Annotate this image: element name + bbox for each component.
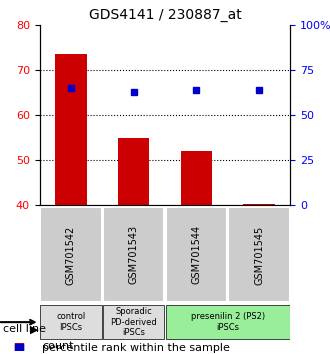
Text: GSM701545: GSM701545 [254, 225, 264, 285]
Bar [244, 204, 275, 205]
Text: Sporadic
PD-derived
iPSCs: Sporadic PD-derived iPSCs [110, 307, 157, 337]
Text: presenilin 2 (PS2)
iPSCs: presenilin 2 (PS2) iPSCs [191, 313, 265, 332]
Text: cell line: cell line [0, 317, 35, 327]
Bar [228, 207, 290, 302]
Text: GSM701544: GSM701544 [191, 225, 201, 285]
Text: percentile rank within the sample: percentile rank within the sample [42, 343, 230, 353]
Text: GSM701542: GSM701542 [66, 225, 76, 285]
Text: cell line: cell line [3, 324, 46, 334]
Bar [166, 305, 290, 339]
Bar [166, 207, 227, 302]
Bar [40, 305, 102, 339]
Text: count: count [42, 341, 74, 350]
Bar [118, 138, 149, 205]
Bar [40, 207, 102, 302]
Text: GSM701543: GSM701543 [129, 225, 139, 285]
Title: GDS4141 / 230887_at: GDS4141 / 230887_at [89, 8, 241, 22]
Bar [103, 305, 164, 339]
Bar [103, 207, 164, 302]
Bar [55, 54, 86, 205]
Bar [181, 151, 212, 205]
Text: control
IPSCs: control IPSCs [56, 313, 85, 332]
Text: ▶: ▶ [30, 324, 38, 334]
